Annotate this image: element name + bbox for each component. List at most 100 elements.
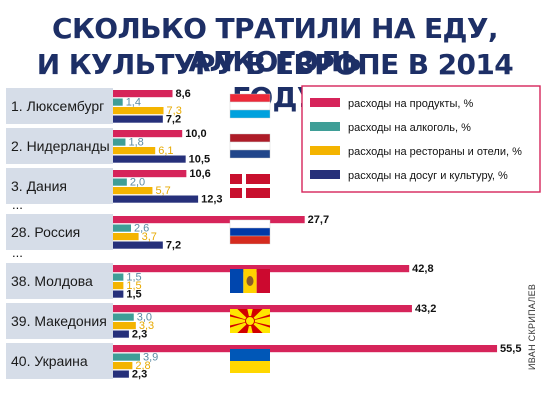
value-label: 2,3 [132,369,147,381]
legend-entry: расходы на продукты, % [348,98,473,110]
author-credit: ИВАН СКРИПАЛЕВ [527,283,537,370]
bar-restaurants [113,233,139,241]
value-label: 10,6 [189,168,210,180]
bar-restaurants [113,322,136,330]
flag-netherlands-icon [229,133,271,159]
bar-restaurants [113,187,153,195]
flag-stripe [229,93,271,103]
value-label: 2,3 [132,329,147,341]
country-label: 1. Люксембург [11,98,104,114]
flag-ray [230,309,250,321]
row-label-background [6,263,113,299]
bar-alcohol [113,313,134,321]
bar-leisure [113,155,186,163]
legend-entry: расходы на досуг и культуру, % [348,170,508,182]
value-label: 1,5 [126,289,141,301]
flag-ray [250,309,270,321]
value-label: 1,4 [126,97,141,109]
row-label-background [6,88,113,124]
bar-leisure [113,195,199,203]
bar-alcohol [113,178,127,186]
value-label: 2,0 [130,177,145,189]
flag-stripe [229,219,271,229]
country-label: 38. Молдова [11,273,93,289]
bar-leisure [113,290,124,298]
value-label: 42,8 [412,263,433,275]
bar-food [113,216,305,224]
flag-stripe [229,141,271,151]
flag-ray [250,321,270,333]
value-label: 2,8 [135,360,150,372]
row-label-background [6,168,113,204]
bar-leisure [113,330,129,338]
value-label: 10,0 [185,128,206,140]
bar-alcohol [113,273,124,281]
flag-moldova-icon [230,269,270,293]
bar-food [113,265,410,273]
flag-ray [230,321,250,333]
row-label-background [6,343,113,379]
country-label: 3. Дания [11,178,67,194]
bar-leisure [113,241,163,249]
flag-ray [230,316,250,326]
value-label: 7,3 [167,105,182,117]
value-label: 6,1 [158,145,173,157]
country-label: 2. Нидерланды [11,138,110,154]
bar-restaurants [113,107,164,115]
bar-alcohol [113,138,126,146]
bar-leisure [113,370,129,378]
bar-restaurants [113,147,156,155]
value-label: 3,0 [137,312,152,324]
legend-entry: расходы на рестораны и отели, % [348,146,522,158]
flag-ray [250,316,270,326]
bar-restaurants [113,362,133,370]
country-label: 40. Украина [11,353,88,369]
bar-food [113,90,173,98]
value-label: 1,8 [128,137,143,149]
flag-stripe [229,235,271,245]
ellipsis-separator: ... [12,245,23,260]
value-label: 3,9 [143,352,158,364]
value-label: 27,7 [308,214,329,226]
value-label: 2,6 [134,223,149,235]
bar-food [113,130,183,138]
value-label: 5,7 [155,185,170,197]
value-label: 10,5 [189,154,210,166]
row-label-background [6,128,113,164]
flag-stripe [229,133,271,143]
row-label-background [6,214,113,250]
value-label: 7,2 [166,114,181,126]
flag-russia-icon [229,219,271,245]
value-label: 12,3 [201,194,222,206]
value-label: 3,7 [142,231,157,243]
bar-alcohol [113,98,123,106]
flag-cross-horizontal [230,184,270,188]
flag-ukraine-icon [230,349,270,373]
country-label: 39. Македония [11,313,107,329]
bar-food [113,345,498,353]
value-label: 8,6 [176,88,191,100]
flag-stripe [229,227,271,237]
flag-north-macedonia-icon [230,309,270,333]
flag-stripe [230,349,270,361]
flag-stripe [230,361,270,373]
flag-stripe [229,109,271,119]
flag-luxembourg-icon [229,93,271,119]
bar-food [113,305,412,313]
value-label: 55,5 [500,343,521,355]
bar-food [113,170,187,178]
flag-ray [247,321,253,333]
value-label: 1,5 [126,280,141,292]
flag-stripe [229,149,271,159]
flag-sun [245,316,255,326]
flag-emblem [246,276,254,286]
legend-swatch [310,98,340,107]
flag-stripe [256,269,270,293]
legend-swatch [310,146,340,155]
flag-denmark-icon [230,174,270,198]
chart-title-line-1: СКОЛЬКО ТРАТИЛИ НА ЕДУ, АЛКОГОЛЬ [52,12,498,78]
legend-entry: расходы на алкоголь, % [348,122,471,134]
legend-swatch [310,122,340,131]
flag-stripe [230,269,244,293]
